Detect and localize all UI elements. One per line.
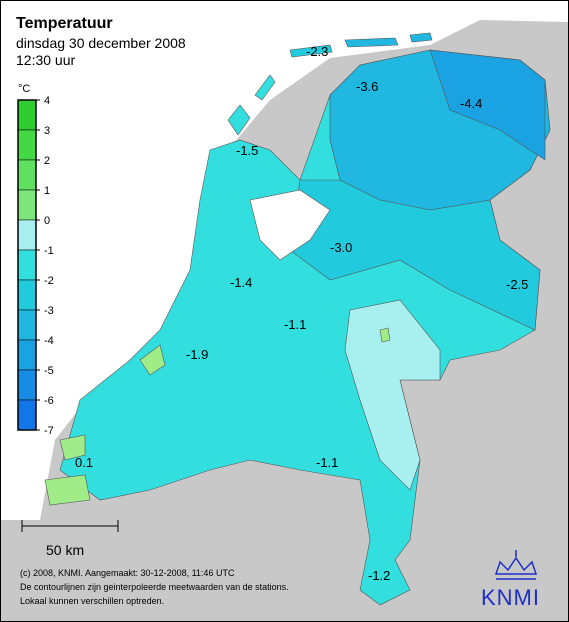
region-green <box>139 344 166 376</box>
scale-bar <box>21 520 119 532</box>
knmi-crown <box>494 550 538 580</box>
date: dinsdag 30 december 2008 <box>16 35 186 51</box>
wadden-islands <box>227 32 433 136</box>
map-label: -3.6 <box>356 79 378 94</box>
region-green <box>59 434 86 461</box>
legend-band <box>17 159 37 191</box>
legend-band <box>17 189 37 221</box>
ijsselmeer <box>249 189 331 261</box>
map-label: -1.2 <box>368 568 390 583</box>
legend-band <box>17 279 37 311</box>
legend-tick-label: 0 <box>44 215 50 227</box>
legend-band <box>17 309 37 341</box>
map-label: -1.1 <box>316 455 338 470</box>
legend-tick-label: -6 <box>44 395 54 407</box>
legend-band <box>17 339 37 371</box>
legend-band <box>17 399 37 431</box>
legend-band <box>17 219 37 251</box>
map-label: -1.9 <box>186 347 208 362</box>
time: 12:30 uur <box>16 52 75 68</box>
region-northeast-cold <box>429 49 546 161</box>
logo: KNMI <box>481 585 540 610</box>
legend-tick-label: 4 <box>44 95 50 107</box>
footer-line: Lokaal kunnen verschillen optreden. <box>20 596 164 606</box>
region-green <box>379 327 391 343</box>
legend-tick-label: -2 <box>44 275 54 287</box>
legend-band <box>17 369 37 401</box>
footer-line: (c) 2008, KNMI. Aangemaakt: 30-12-2008, … <box>20 568 235 578</box>
legend-band <box>17 99 37 131</box>
map-label: 0.1 <box>75 455 93 470</box>
map-label: -2.5 <box>506 277 528 292</box>
map-label: -3.0 <box>330 240 352 255</box>
region-east-mild <box>344 299 441 491</box>
map-label: -1.1 <box>284 317 306 332</box>
map-label: -1.5 <box>236 143 258 158</box>
legend-tick-label: 2 <box>44 155 50 167</box>
legend-tick-label: -7 <box>44 425 54 437</box>
sea <box>1 1 568 520</box>
legend-tick-label: -5 <box>44 365 54 377</box>
legend-band <box>17 249 37 281</box>
legend-tick-label: 3 <box>44 125 50 137</box>
map-label: -4.4 <box>460 96 482 111</box>
legend-tick-label: -4 <box>44 335 54 347</box>
legend: 4 3 2 1 0 -1 -2 -3 -4 -5 -6 -7 <box>17 95 54 437</box>
scale-label: 50 km <box>46 542 84 558</box>
legend-tick-label: 1 <box>44 185 50 197</box>
legend-band <box>17 129 37 161</box>
legend-tick-label: -3 <box>44 305 54 317</box>
legend-tick-label: -1 <box>44 245 54 257</box>
footer-line: De contourlijnen zijn geinterpoleerde me… <box>20 582 289 592</box>
map-label: -2.3 <box>306 44 328 59</box>
title: Temperatuur <box>16 15 113 32</box>
legend-unit: °C <box>18 83 30 95</box>
region-green <box>44 474 91 506</box>
map-label: -1.4 <box>230 275 252 290</box>
legend-frame <box>17 99 37 431</box>
